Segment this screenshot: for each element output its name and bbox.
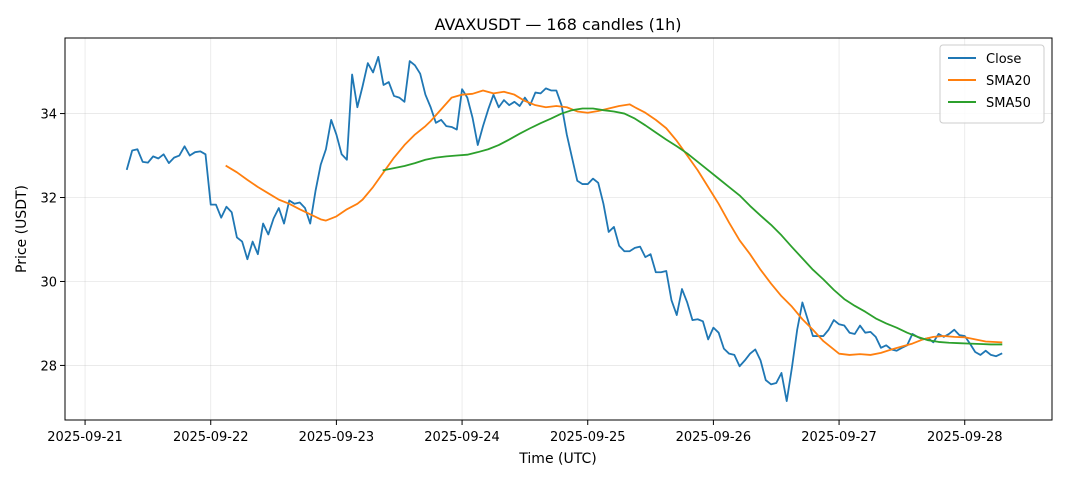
y-axis-label: Price (USDT) (14, 185, 30, 273)
legend-label-sma20: SMA20 (986, 74, 1031, 89)
legend: Close SMA20 SMA50 (939, 44, 1045, 124)
legend-label-close: Close (986, 52, 1021, 67)
y-tick-label: 32 (40, 192, 57, 207)
x-tick-label: 2025-09-21 (47, 430, 123, 445)
series-line-close (125, 55, 1003, 403)
plot-area-border (64, 37, 1053, 421)
grid (65, 38, 1052, 420)
y-tick-label: 30 (40, 275, 57, 290)
chart-title: AVAXUSDT — 168 candles (1h) (435, 15, 682, 34)
series-line-sma50 (382, 107, 1003, 346)
x-tick-label: 2025-09-22 (173, 430, 249, 445)
x-tick-label: 2025-09-27 (801, 430, 877, 445)
x-tick-label: 2025-09-24 (424, 430, 500, 445)
x-axis: 2025-09-21 2025-09-22 2025-09-23 2025-09-24… (47, 420, 1003, 445)
legend-label-sma50: SMA50 (986, 96, 1031, 111)
x-tick-label: 2025-09-26 (676, 430, 752, 445)
x-tick-label: 2025-09-25 (550, 430, 626, 445)
legend-frame (939, 44, 1045, 124)
y-axis: 28 30 32 34 (40, 108, 65, 374)
y-tick-label: 28 (40, 359, 57, 374)
x-axis-label: Time (UTC) (518, 451, 596, 467)
series-line-sma20 (225, 89, 1003, 356)
y-tick-label: 34 (40, 108, 57, 123)
x-tick-label: 2025-09-23 (299, 430, 375, 445)
x-tick-label: 2025-09-28 (927, 430, 1003, 445)
series-layer (125, 55, 1003, 403)
